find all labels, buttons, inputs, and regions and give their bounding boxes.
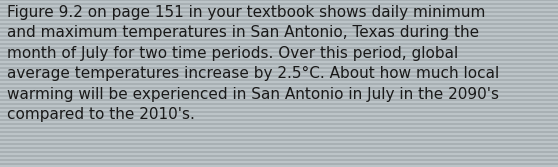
Text: Figure 9.2 on page 151 in your textbook shows daily minimum
and maximum temperat: Figure 9.2 on page 151 in your textbook … <box>7 5 499 122</box>
